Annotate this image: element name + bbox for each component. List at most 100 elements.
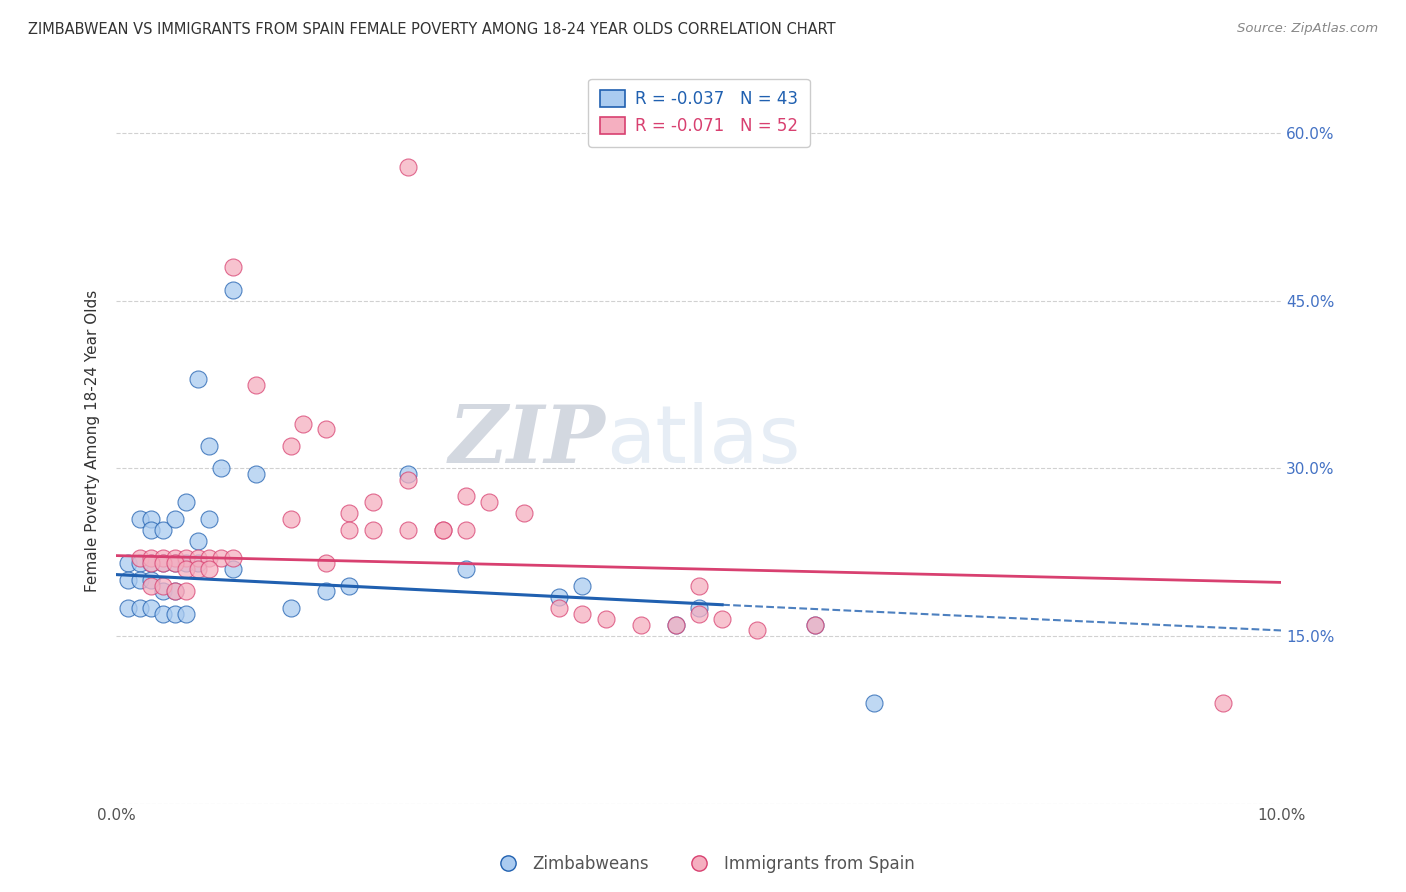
Text: atlas: atlas [606, 401, 800, 480]
Point [187, 372, 209, 386]
Point [198, 550, 221, 565]
Point [117, 557, 139, 571]
Point [209, 550, 232, 565]
Y-axis label: Female Poverty Among 18-24 Year Olds: Female Poverty Among 18-24 Year Olds [86, 289, 100, 591]
Point [361, 495, 384, 509]
Point [711, 612, 734, 626]
Point [174, 607, 197, 621]
Point [128, 557, 150, 571]
Point [187, 557, 209, 571]
Point [174, 562, 197, 576]
Point [337, 579, 360, 593]
Point [432, 523, 454, 537]
Point [571, 579, 593, 593]
Text: ZIP: ZIP [449, 401, 606, 479]
Point [548, 601, 571, 615]
Point [152, 557, 174, 571]
Point [337, 523, 360, 537]
Point [745, 624, 768, 638]
Point [396, 523, 419, 537]
Point [187, 534, 209, 549]
Legend: Zimbabweans, Immigrants from Spain: Zimbabweans, Immigrants from Spain [484, 848, 922, 880]
Point [174, 584, 197, 599]
Point [117, 573, 139, 587]
Point [280, 512, 302, 526]
Point [804, 618, 827, 632]
Point [152, 584, 174, 599]
Point [209, 461, 232, 475]
Point [198, 439, 221, 453]
Point [688, 607, 710, 621]
Legend: R = -0.037   N = 43, R = -0.071   N = 52: R = -0.037 N = 43, R = -0.071 N = 52 [588, 78, 810, 146]
Point [174, 550, 197, 565]
Point [454, 562, 477, 576]
Point [152, 607, 174, 621]
Point [396, 473, 419, 487]
Point [222, 283, 245, 297]
Point [128, 573, 150, 587]
Point [315, 584, 337, 599]
Text: ZIMBABWEAN VS IMMIGRANTS FROM SPAIN FEMALE POVERTY AMONG 18-24 YEAR OLDS CORRELA: ZIMBABWEAN VS IMMIGRANTS FROM SPAIN FEMA… [28, 22, 835, 37]
Point [141, 573, 163, 587]
Point [688, 601, 710, 615]
Point [361, 523, 384, 537]
Point [222, 550, 245, 565]
Point [315, 422, 337, 436]
Point [141, 579, 163, 593]
Point [128, 550, 150, 565]
Point [187, 550, 209, 565]
Point [117, 601, 139, 615]
Point [141, 601, 163, 615]
Point [396, 467, 419, 481]
Point [664, 618, 686, 632]
Point [187, 562, 209, 576]
Point [141, 512, 163, 526]
Point [454, 489, 477, 503]
Point [163, 584, 186, 599]
Point [152, 523, 174, 537]
Point [222, 562, 245, 576]
Point [688, 579, 710, 593]
Point [337, 506, 360, 520]
Point [280, 601, 302, 615]
Point [862, 696, 884, 710]
Point [291, 417, 314, 431]
Point [152, 579, 174, 593]
Point [163, 557, 186, 571]
Point [478, 495, 501, 509]
Point [163, 584, 186, 599]
Point [548, 590, 571, 604]
Point [454, 523, 477, 537]
Point [141, 550, 163, 565]
Point [174, 557, 197, 571]
Point [128, 601, 150, 615]
Point [664, 618, 686, 632]
Point [222, 260, 245, 275]
Point [141, 557, 163, 571]
Point [396, 160, 419, 174]
Point [804, 618, 827, 632]
Point [163, 607, 186, 621]
Point [141, 523, 163, 537]
Point [630, 618, 652, 632]
Point [152, 557, 174, 571]
Point [152, 550, 174, 565]
Text: Source: ZipAtlas.com: Source: ZipAtlas.com [1237, 22, 1378, 36]
Point [315, 557, 337, 571]
Point [513, 506, 536, 520]
Point [163, 512, 186, 526]
Point [141, 557, 163, 571]
Point [163, 550, 186, 565]
Point [1212, 696, 1234, 710]
Point [198, 562, 221, 576]
Point [245, 377, 267, 392]
Point [198, 512, 221, 526]
Point [595, 612, 617, 626]
Point [432, 523, 454, 537]
Point [571, 607, 593, 621]
Point [128, 512, 150, 526]
Point [163, 557, 186, 571]
Point [245, 467, 267, 481]
Point [174, 495, 197, 509]
Point [280, 439, 302, 453]
